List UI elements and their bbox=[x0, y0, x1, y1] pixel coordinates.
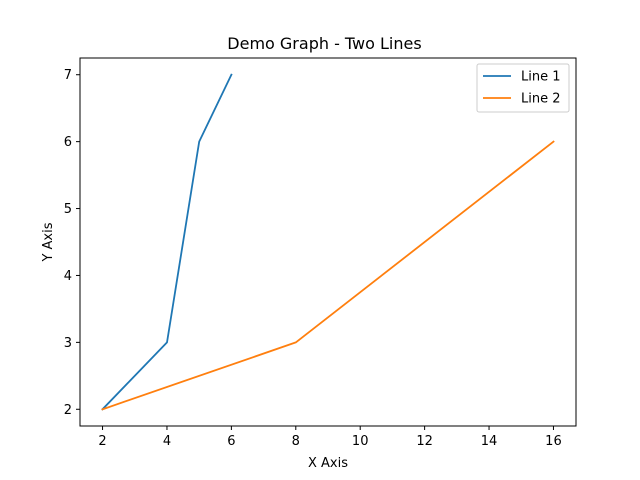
series-line-2 bbox=[101, 140, 555, 411]
x-tick-label: 10 bbox=[352, 434, 369, 449]
y-tick-label: 6 bbox=[64, 135, 72, 150]
x-tick-label: 4 bbox=[163, 434, 171, 449]
y-tick-label: 2 bbox=[64, 403, 72, 418]
y-axis-label: Y Axis bbox=[41, 222, 56, 262]
x-tick-label: 14 bbox=[481, 434, 498, 449]
y-tick-label: 7 bbox=[64, 68, 72, 83]
y-tick-label: 4 bbox=[64, 269, 72, 284]
y-tick-label: 3 bbox=[64, 336, 72, 351]
plot-area bbox=[80, 58, 576, 426]
x-axis-ticks: 2 4 6 8 10 12 14 16 bbox=[98, 426, 562, 449]
legend-items: Line 1 Line 2 bbox=[483, 70, 561, 107]
series-line-1 bbox=[101, 73, 233, 411]
legend-label-2: Line 2 bbox=[521, 92, 561, 107]
x-tick-label: 8 bbox=[292, 434, 300, 449]
x-axis-label: X Axis bbox=[308, 456, 348, 471]
x-tick-label: 2 bbox=[98, 434, 106, 449]
legend: Line 1 Line 2 bbox=[476, 63, 570, 113]
y-tick-label: 5 bbox=[64, 202, 72, 217]
x-tick-label: 6 bbox=[227, 434, 235, 449]
x-tick-label: 16 bbox=[545, 434, 562, 449]
x-tick-label: 12 bbox=[416, 434, 433, 449]
y-axis-ticks: 2 3 4 5 6 7 bbox=[64, 68, 80, 418]
plot-frame bbox=[79, 57, 577, 427]
chart-title: Demo Graph - Two Lines bbox=[227, 34, 421, 53]
legend-label-1: Line 1 bbox=[521, 70, 561, 85]
series-layer bbox=[101, 73, 555, 411]
